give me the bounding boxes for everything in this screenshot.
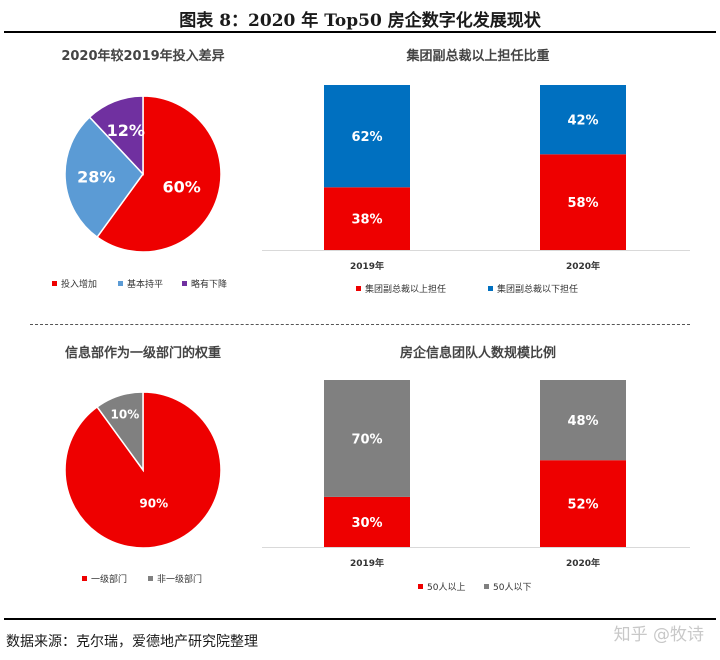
legend-label: 50人以下 — [493, 582, 531, 593]
bar-segment — [324, 496, 410, 547]
pie-slice — [88, 95, 144, 176]
source-note: 数据来源：克尔瑞，爱德地产研究院整理 — [6, 634, 258, 650]
category-label: 2019年 — [350, 557, 384, 569]
pie-title: 信息部作为一级部门的权重 — [65, 345, 221, 361]
category-label: 2020年 — [566, 260, 600, 272]
bar-value-label: 62% — [351, 130, 382, 145]
legend-swatch — [52, 281, 57, 286]
bar-segment — [324, 85, 410, 188]
legend-label: 略有下降 — [191, 278, 227, 290]
legend-label: 集团副总裁以上担任 — [365, 283, 446, 295]
bar-value-label: 48% — [567, 414, 598, 429]
legend-swatch — [82, 576, 87, 581]
bar-segment — [540, 380, 626, 461]
bar-value-label: 58% — [567, 196, 598, 211]
bar-chart-title: 房企信息团队人数规模比例 — [400, 345, 556, 361]
legend-label: 投入增加 — [61, 278, 97, 290]
bar-value-label: 70% — [351, 432, 382, 447]
top-rule — [4, 31, 716, 33]
legend-label: 集团副总裁以下担任 — [497, 283, 578, 295]
legend-swatch — [418, 584, 423, 589]
bar-segment — [324, 187, 410, 250]
legend-swatch — [488, 286, 493, 291]
category-label: 2020年 — [566, 557, 600, 569]
bar-segment — [540, 85, 626, 155]
legend-label: 一级部门 — [91, 573, 127, 585]
category-label: 2019年 — [350, 260, 384, 272]
bar-segment — [540, 154, 626, 250]
bar-value-label: 38% — [351, 213, 382, 228]
panel-divider — [30, 324, 690, 325]
pie-slice — [96, 391, 144, 473]
figure-title: 图表 8：2020 年 Top50 房企数字化发展现状 — [179, 11, 541, 31]
legend-swatch — [148, 576, 153, 581]
legend-swatch — [182, 281, 187, 286]
bottom-rule — [4, 618, 716, 620]
pie-slice-label: 28% — [77, 168, 115, 187]
legend-swatch — [356, 286, 361, 291]
pie-slice-label: 10% — [111, 408, 140, 422]
pie-title: 2020年较2019年投入差异 — [61, 48, 224, 64]
bar-segment — [324, 380, 410, 497]
bar-value-label: 30% — [351, 516, 382, 531]
pie-slice-label: 12% — [107, 121, 145, 140]
pie-slice — [64, 116, 144, 239]
pie-slice-label: 90% — [139, 497, 168, 511]
legend-swatch — [118, 281, 123, 286]
bar-chart-title: 集团副总裁以上担任比重 — [405, 48, 549, 64]
bar-value-label: 42% — [567, 114, 598, 129]
legend-label: 基本持平 — [127, 278, 163, 290]
pie-slice-label: 60% — [162, 177, 200, 196]
pie-slice — [96, 95, 222, 253]
bar-value-label: 52% — [567, 498, 598, 513]
bar-segment — [540, 460, 626, 547]
legend-label: 非一级部门 — [157, 573, 202, 585]
legend-label: 50人以上 — [427, 582, 465, 593]
legend-swatch — [484, 584, 489, 589]
watermark: 知乎 @牧诗 — [613, 625, 704, 645]
